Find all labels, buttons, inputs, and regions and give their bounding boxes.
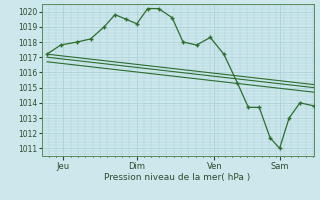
X-axis label: Pression niveau de la mer( hPa ): Pression niveau de la mer( hPa ) xyxy=(104,173,251,182)
